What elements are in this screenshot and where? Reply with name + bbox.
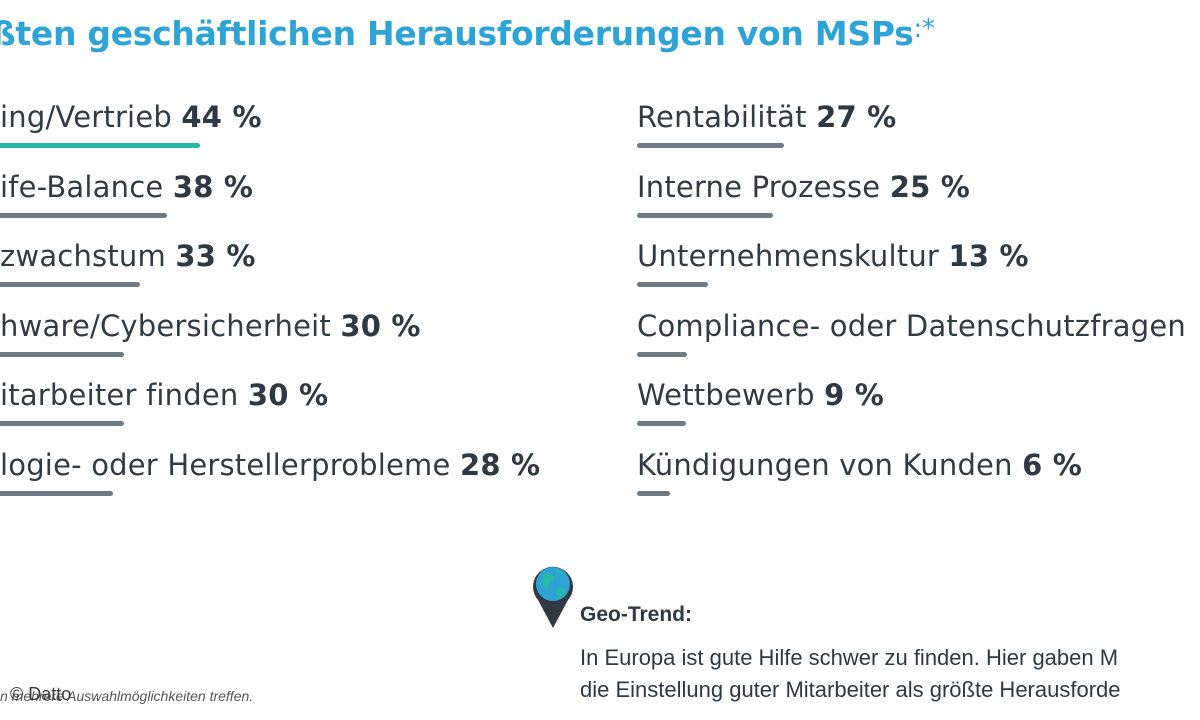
bar [637, 351, 687, 357]
bar-label: ing/Vertrieb 44 % [0, 100, 262, 134]
value-label: 44 % [181, 100, 262, 134]
value-label: 9 % [824, 378, 885, 412]
value-label: 38 % [172, 169, 254, 204]
value-label: 6 % [1022, 447, 1083, 482]
bar-label: Rentabilität 27 % [637, 100, 896, 134]
globe-pin-icon [528, 560, 578, 634]
bar [0, 490, 113, 496]
chart-title-suffix: :* [913, 14, 935, 44]
bar-label: Interne Prozesse 25 % [637, 170, 970, 204]
bar [637, 212, 774, 218]
value-label: 27 % [816, 100, 897, 134]
category-label: itarbeiter finden [0, 378, 239, 412]
bar [637, 421, 687, 426]
bar-label: zwachstum 33 % [0, 239, 256, 273]
chart-title-text: ßten geschäftlichen Herausforderungen vo… [0, 14, 914, 53]
bar [637, 143, 785, 148]
category-label: Rentabilität [637, 100, 807, 134]
bar-label: Compliance- oder Datenschutzfragen [637, 309, 1186, 343]
bar [0, 212, 168, 218]
category-label: Compliance- oder Datenschutzfragen [637, 308, 1186, 343]
category-label: ing/Vertrieb [0, 100, 172, 134]
category-label: Interne Prozesse [637, 169, 881, 204]
bar-label: logie- oder Herstellerprobleme 28 % [0, 448, 540, 482]
category-label: logie- oder Herstellerprobleme [0, 447, 451, 482]
bar-label: ife-Balance 38 % [0, 170, 253, 204]
bar-label: itarbeiter finden 30 % [0, 378, 328, 412]
bar [0, 143, 200, 148]
footnote: n mehrere Auswahlmöglichkeiten treffen. [0, 688, 254, 704]
value-label: 13 % [948, 239, 1029, 273]
geo-trend-line-1: In Europa ist gute Hilfe schwer zu finde… [580, 645, 1119, 670]
bar [0, 351, 124, 357]
bar-label: Unternehmenskultur 13 % [637, 239, 1029, 273]
category-label: ife-Balance [0, 169, 164, 204]
category-label: Kündigungen von Kunden [637, 447, 1013, 482]
value-label: 30 % [340, 308, 421, 343]
value-label: 30 % [247, 378, 329, 412]
geo-trend-title: Geo-Trend: [580, 603, 693, 626]
bar-label: hware/Cybersicherheit 30 % [0, 309, 421, 343]
bar-label: Wettbewerb 9 % [637, 378, 884, 412]
bar [637, 282, 708, 287]
bar [0, 421, 124, 426]
category-label: Unternehmenskultur [637, 239, 940, 273]
value-label: 28 % [459, 447, 541, 482]
geo-trend-line-2: die Einstellung guter Mitarbeiter als gr… [580, 677, 1121, 702]
value-label: 25 % [889, 169, 971, 204]
bar [0, 282, 140, 287]
bar [637, 490, 670, 496]
value-label: 33 % [175, 239, 256, 273]
category-label: hware/Cybersicherheit [0, 308, 331, 343]
category-label: zwachstum [0, 239, 166, 273]
copyright-notice: © Datto [10, 684, 72, 704]
category-label: Wettbewerb [637, 378, 815, 412]
bar-label: Kündigungen von Kunden 6 % [637, 448, 1082, 482]
chart-title: ßten geschäftlichen Herausforderungen vo… [0, 14, 935, 53]
geo-trend-text: In Europa ist gute Hilfe schwer zu finde… [580, 642, 1121, 706]
